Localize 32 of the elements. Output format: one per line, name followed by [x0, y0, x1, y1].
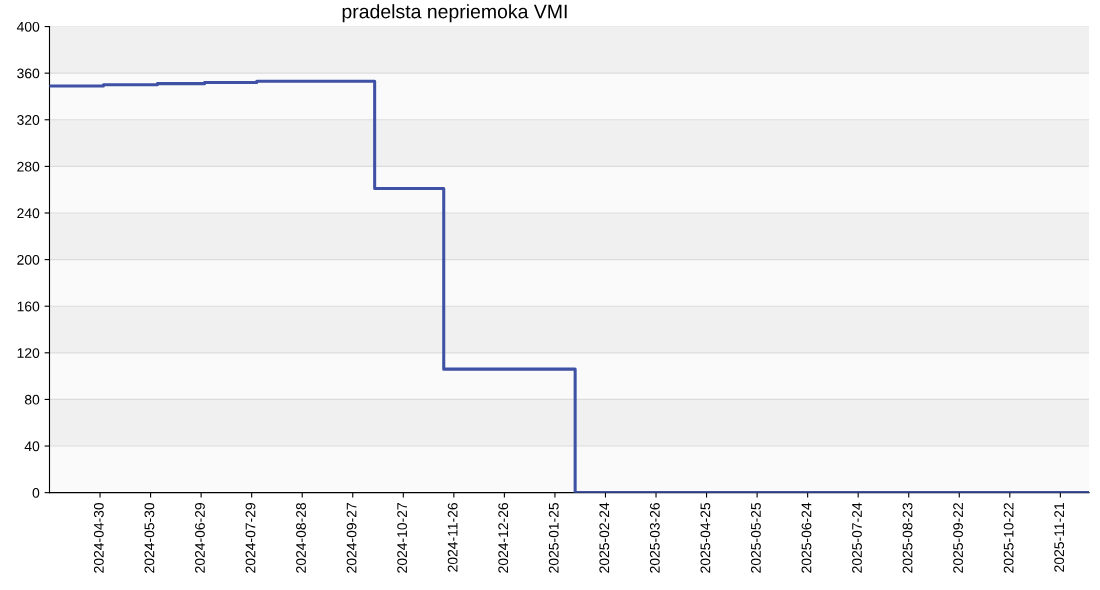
x-tick-label: 2025-02-24	[599, 502, 610, 573]
y-tick-label: 0	[32, 487, 40, 498]
y-tick-label: 80	[24, 394, 40, 405]
x-tick-label: 2025-08-23	[902, 502, 913, 573]
x-tick-label: 2025-09-22	[953, 503, 963, 573]
chart-title: pradelsta nepriemoka VMI	[342, 4, 567, 23]
x-tick-label: 2024-06-29	[195, 503, 205, 573]
x-tick-label: 2025-03-26	[649, 502, 660, 573]
x-tick-label: 2025-07-24	[852, 502, 862, 573]
x-tick-label: 2025-04-25	[700, 502, 711, 573]
x-tick-label: 2024-04-30	[93, 502, 104, 573]
x-tick-label: 2024-10-27	[397, 503, 408, 573]
y-tick-label: 280	[17, 161, 40, 172]
x-tick-label: 2025-11-21	[1054, 503, 1065, 572]
x-tick-label: 2024-05-30	[144, 502, 155, 573]
y-tick-label: 240	[17, 208, 40, 219]
y-tick-label: 320	[17, 115, 40, 125]
x-tick-label: 2025-05-25	[750, 502, 761, 573]
y-tick-label: 400	[16, 21, 40, 32]
y-tick-label: 40	[24, 441, 40, 452]
y-tick-label: 160	[17, 301, 40, 312]
x-tick-label: 2025-06-24	[801, 502, 812, 573]
y-tick-label: 120	[17, 348, 40, 358]
y-tick-label: 200	[17, 254, 40, 265]
x-tick-label: 2024-12-26	[498, 502, 509, 573]
x-tick-label: 2024-09-27	[346, 503, 357, 573]
x-tick-label: 2025-10-22	[1003, 503, 1014, 573]
y-tick-label: 360	[17, 68, 40, 79]
x-tick-label: 2025-01-25	[548, 502, 559, 573]
x-tick-label: 2024-07-29	[245, 503, 256, 573]
x-tick-label: 2024-08-28	[296, 502, 306, 573]
x-tick-label: 2024-11-26	[447, 502, 458, 572]
